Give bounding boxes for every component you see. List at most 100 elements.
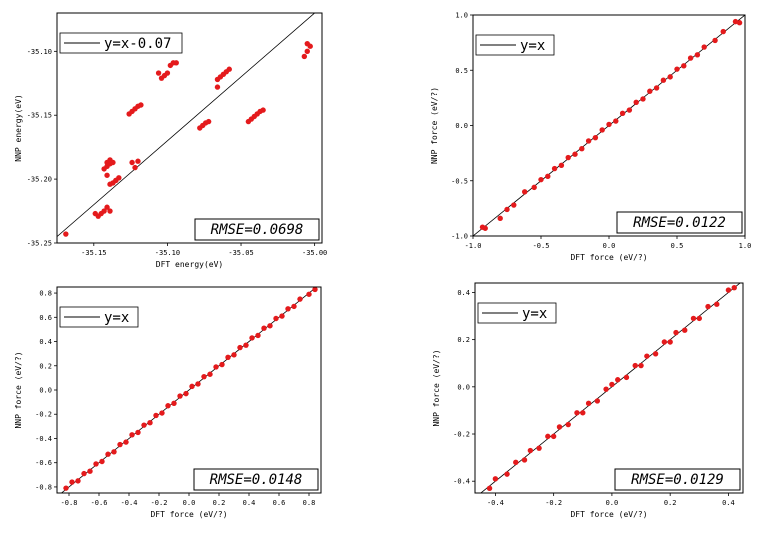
data-point — [504, 206, 510, 213]
data-point — [497, 215, 503, 222]
x-tick-label: 1.0 — [739, 242, 752, 250]
data-point — [545, 173, 551, 180]
y-tick-label: -0.6 — [35, 459, 52, 467]
data-point — [732, 18, 739, 25]
data-point — [291, 303, 297, 310]
data-point — [261, 325, 267, 331]
y-tick-label: 0.4 — [457, 289, 470, 297]
data-point — [558, 162, 565, 168]
x-tick-label: 0.4 — [722, 499, 735, 507]
chart-panel-4: -0.4 -0.2 0.0 0.2 0.4 -0.4 -0.2 0.0 0.2 0.4 DFT fo… — [432, 282, 744, 519]
data-point — [189, 383, 195, 390]
legend-label: y=x — [522, 306, 547, 322]
data-point — [603, 386, 609, 392]
rmse-box — [194, 218, 320, 241]
data-point — [545, 433, 551, 440]
data-point — [159, 410, 165, 416]
data-point — [714, 301, 720, 307]
data-point — [63, 247, 68, 252]
x-tick-label: -0.4 — [487, 499, 504, 507]
data-point — [301, 53, 308, 60]
x-tick-label: 0.8 — [303, 499, 316, 507]
data-point — [105, 451, 111, 457]
data-point — [673, 329, 679, 336]
x-tick-label: 0.0 — [183, 499, 196, 507]
legend-box — [59, 32, 183, 54]
data-point — [107, 208, 113, 214]
data-point — [594, 398, 601, 404]
data-point — [556, 424, 563, 430]
x-tick-label: 0.0 — [603, 242, 616, 250]
x-tick-label: -0.6 — [91, 499, 108, 507]
data-point — [551, 165, 558, 172]
x-axis-label: DFT force (eV/?) — [570, 253, 647, 262]
rmse-label: RMSE=0.0698 — [211, 222, 304, 238]
legend-label: y=x — [104, 310, 129, 326]
data-point — [606, 121, 612, 128]
data-point — [682, 327, 688, 333]
plot-frame — [56, 12, 323, 244]
data-point — [153, 412, 159, 419]
x-axis-label: DFT energy(eV) — [156, 260, 223, 269]
data-point — [205, 118, 212, 125]
data-point — [183, 390, 189, 397]
y-tick-label: -35.15 — [27, 112, 52, 120]
data-point — [712, 37, 718, 44]
rmse-label: RMSE=0.0129 — [631, 472, 724, 488]
data-point — [536, 445, 542, 451]
y-tick-label: -0.4 — [453, 478, 470, 486]
legend-label: y=x-0.07 — [104, 36, 171, 52]
x-tick-label: -35.00 — [302, 249, 327, 257]
data-point — [565, 154, 571, 161]
y-tick-label: -0.4 — [35, 435, 52, 443]
data-point — [231, 352, 237, 358]
data-point — [690, 315, 697, 322]
data-point — [592, 134, 599, 141]
data-point — [486, 485, 493, 491]
chart-panel-3: -0.8 -0.6 -0.4 -0.2 0.0 0.2 0.4 0.6 0.8 -0.8 -0.6 -… — [14, 286, 322, 519]
y-tick-label: 1.0 — [455, 12, 468, 20]
data-point — [521, 189, 528, 195]
y-axis-label: NNP force (eV/?) — [430, 87, 439, 164]
data-point — [117, 441, 123, 448]
data-point — [661, 339, 668, 345]
data-point — [138, 102, 144, 108]
data-point — [580, 410, 586, 416]
y-axis-label: NNP force (eV/?) — [432, 349, 441, 426]
x-tick-label: 0.0 — [606, 499, 619, 507]
data-point — [619, 110, 626, 117]
data-point — [63, 485, 69, 491]
data-point — [613, 118, 619, 124]
data-point — [705, 303, 711, 310]
data-point — [129, 159, 135, 166]
data-point — [638, 362, 644, 369]
data-point — [135, 158, 141, 164]
data-point — [104, 172, 110, 178]
data-point — [527, 447, 534, 454]
x-tick-label: -35.15 — [81, 249, 106, 257]
data-point — [165, 403, 171, 409]
data-point — [736, 20, 743, 26]
y-axis-label: NNP force (eV/?) — [14, 351, 23, 428]
y-tick-label: -35.25 — [27, 240, 52, 248]
data-point — [599, 127, 605, 133]
data-point — [585, 400, 592, 407]
data-point — [623, 374, 630, 381]
data-point — [574, 410, 580, 416]
data-point — [482, 225, 488, 231]
x-axis-label: DFT force (eV/?) — [570, 510, 647, 519]
x-tick-label: 0.4 — [243, 499, 256, 507]
x-tick-label: -0.2 — [545, 499, 562, 507]
data-point — [225, 354, 231, 360]
data-point — [312, 287, 318, 293]
data-point — [63, 231, 69, 237]
data-point — [725, 287, 732, 293]
data-point — [687, 55, 694, 61]
data-point — [511, 202, 517, 208]
x-tick-label: -0.2 — [151, 499, 168, 507]
data-point — [297, 296, 303, 302]
y-tick-label: 0.8 — [39, 290, 52, 298]
data-point — [116, 175, 122, 181]
chart-panel-1: -35.15 -35.10 -35.05 -35.00 -35.25 -35.20 -35.… — [14, 12, 327, 269]
